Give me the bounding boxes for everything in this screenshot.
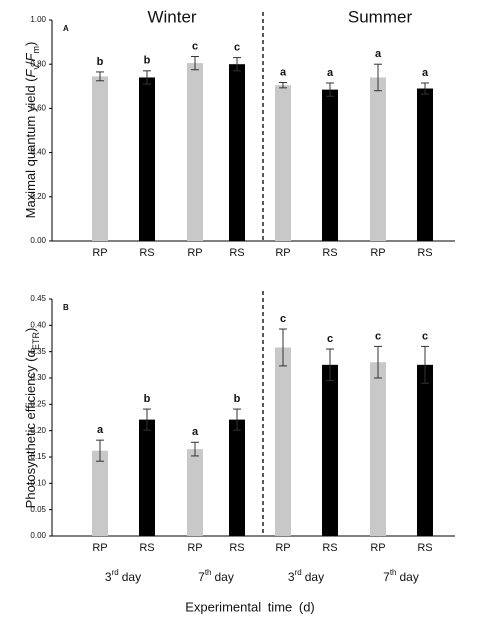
x-tick-label: RP <box>370 542 385 554</box>
x-tick-label: RS <box>229 542 244 554</box>
x-axis-label: Experimental time (d) <box>185 599 315 614</box>
bar <box>139 419 155 536</box>
significance-letter: b <box>144 55 151 67</box>
bar <box>322 364 338 536</box>
y-tick-label: 0.30 <box>30 373 46 382</box>
x-tick-label: RS <box>229 247 244 259</box>
bar <box>275 85 291 241</box>
significance-letter: a <box>97 424 104 436</box>
significance-letter: b <box>234 393 241 405</box>
y-tick-label: 0.20 <box>30 426 46 435</box>
x-tick-label: RP <box>92 247 107 259</box>
y-axis-label: Photosynthetic efficiency (αETR) <box>23 328 41 509</box>
group-unit: day <box>400 570 419 584</box>
significance-letter: a <box>192 426 199 438</box>
season-label: Summer <box>348 7 413 26</box>
bar <box>229 64 245 241</box>
significance-letter: b <box>97 56 104 68</box>
y-tick-label: 0.20 <box>30 192 46 201</box>
y-axis-label-part: F <box>23 68 38 77</box>
group-number: 7 <box>383 570 390 584</box>
x-tick-label: RP <box>275 247 290 259</box>
bar <box>187 63 203 241</box>
bar <box>370 362 386 536</box>
x-tick-label: RP <box>275 542 290 554</box>
x-tick-label: RP <box>92 542 107 554</box>
bar <box>139 77 155 242</box>
x-tick-label: RS <box>417 542 432 554</box>
x-tick-label: RS <box>139 542 154 554</box>
significance-letter: a <box>327 67 334 79</box>
y-tick-label: 0.35 <box>30 347 46 356</box>
x-tick-label: RP <box>187 247 202 259</box>
bar <box>92 76 108 241</box>
bar <box>229 419 245 536</box>
significance-letter: a <box>422 67 429 79</box>
y-axis-label-part: m <box>31 46 41 54</box>
x-tick-label: RS <box>417 247 432 259</box>
y-tick-label: 0.00 <box>30 236 46 245</box>
significance-letter: c <box>375 330 381 342</box>
group-suffix: th <box>205 568 212 577</box>
group-unit: day <box>305 570 324 584</box>
y-tick-label: 0.15 <box>30 452 46 461</box>
group-number: 3 <box>105 570 112 584</box>
y-axis-label-part: v <box>31 65 41 70</box>
group-label: 3rd day <box>288 568 324 584</box>
y-tick-label: 0.40 <box>30 320 46 329</box>
significance-letter: c <box>280 313 286 325</box>
y-tick-label: 1.00 <box>30 15 46 24</box>
significance-letter: b <box>144 393 151 405</box>
group-number: 3 <box>288 570 295 584</box>
x-tick-label: RP <box>370 247 385 259</box>
significance-letter: c <box>234 41 240 53</box>
significance-letter: c <box>422 330 428 342</box>
group-unit: day <box>215 570 234 584</box>
group-suffix: th <box>390 568 397 577</box>
season-label: Winter <box>147 7 196 26</box>
x-tick-label: RS <box>322 542 337 554</box>
significance-letter: a <box>375 48 382 60</box>
y-tick-label: 0.00 <box>30 531 46 540</box>
bar <box>417 88 433 241</box>
bar <box>322 89 338 242</box>
group-label: 3rd day <box>105 568 141 584</box>
bar <box>370 77 386 242</box>
group-number: 7 <box>198 570 205 584</box>
y-axis-label-part: ETR <box>31 332 41 351</box>
y-axis-label: Maximal quantum yield (Fv/Fm) <box>23 42 41 219</box>
group-label: 7th day <box>383 568 419 584</box>
x-tick-label: RS <box>322 247 337 259</box>
y-axis-label-part: F <box>23 52 38 61</box>
y-tick-label: 0.80 <box>30 59 46 68</box>
y-tick-label: 0.60 <box>30 104 46 113</box>
y-tick-label: 0.10 <box>30 478 46 487</box>
y-axis-label-part: ) <box>23 42 38 46</box>
panel-label: A <box>63 24 69 33</box>
y-tick-label: 0.40 <box>30 148 46 157</box>
y-axis-label-part: Maximal quantum yield ( <box>23 77 38 219</box>
group-suffix: rd <box>112 568 119 577</box>
bar <box>187 449 203 536</box>
group-unit: day <box>122 570 141 584</box>
y-axis-label-part: / <box>23 61 38 65</box>
bar <box>92 450 108 536</box>
significance-letter: a <box>280 66 287 78</box>
bar <box>417 364 433 536</box>
bar <box>275 347 291 536</box>
y-axis-label-part: Photosynthetic efficiency (α <box>23 350 38 509</box>
significance-letter: c <box>327 333 333 345</box>
x-tick-label: RS <box>139 247 154 259</box>
group-label: 7th day <box>198 568 234 584</box>
panel-label: B <box>63 303 69 312</box>
significance-letter: c <box>192 40 198 52</box>
x-tick-label: RP <box>187 542 202 554</box>
y-axis-label-part: ) <box>23 328 38 332</box>
y-tick-label: 0.05 <box>30 505 46 514</box>
y-tick-label: 0.45 <box>30 294 46 303</box>
group-suffix: rd <box>295 568 302 577</box>
y-tick-label: 0.25 <box>30 399 46 408</box>
